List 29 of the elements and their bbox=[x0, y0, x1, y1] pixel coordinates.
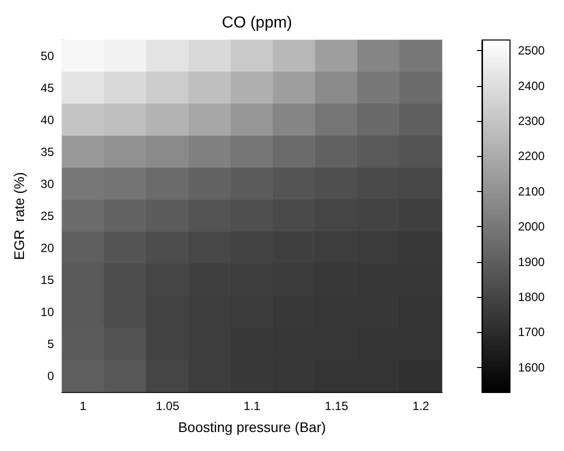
y-tick-label: 30 bbox=[40, 177, 54, 191]
y-tick-label: 25 bbox=[40, 209, 54, 223]
color-bar-label: 2200 bbox=[518, 149, 546, 164]
color-bar-label: 2500 bbox=[518, 44, 546, 58]
color-bar-label: 2100 bbox=[518, 184, 546, 198]
chart-title: CO (ppm) bbox=[222, 14, 292, 32]
x-tick-label: 1.1 bbox=[244, 399, 261, 413]
color-bar-label: 2300 bbox=[518, 114, 546, 128]
color-bar-label: 1700 bbox=[518, 325, 546, 340]
y-tick-label: 5 bbox=[47, 337, 54, 351]
y-tick-label: 0 bbox=[47, 369, 54, 383]
y-tick-label: 15 bbox=[40, 273, 54, 287]
color-bar-label: 1600 bbox=[518, 360, 546, 374]
x-axis-title: Boosting pressure (Bar) bbox=[178, 419, 326, 435]
color-bar-label: 2000 bbox=[518, 220, 546, 234]
x-tick-label: 1 bbox=[80, 399, 87, 413]
y-tick-label: 45 bbox=[40, 81, 54, 95]
y-tick-label: 40 bbox=[40, 113, 54, 127]
y-tick-label: 10 bbox=[40, 305, 54, 319]
y-tick-label: 20 bbox=[40, 241, 54, 255]
x-tick-label: 1.05 bbox=[156, 399, 180, 413]
y-axis-title: EGR rate (%) bbox=[11, 172, 27, 260]
y-tick-label: 50 bbox=[40, 49, 54, 63]
x-tick-label: 1.15 bbox=[324, 399, 348, 413]
x-tick-label: 1.2 bbox=[412, 399, 430, 413]
y-tick-label: 35 bbox=[40, 145, 54, 159]
color-bar-label: 2400 bbox=[518, 78, 546, 93]
color-bar-label: 1900 bbox=[518, 254, 546, 269]
color-bar-label: 1800 bbox=[518, 290, 546, 304]
